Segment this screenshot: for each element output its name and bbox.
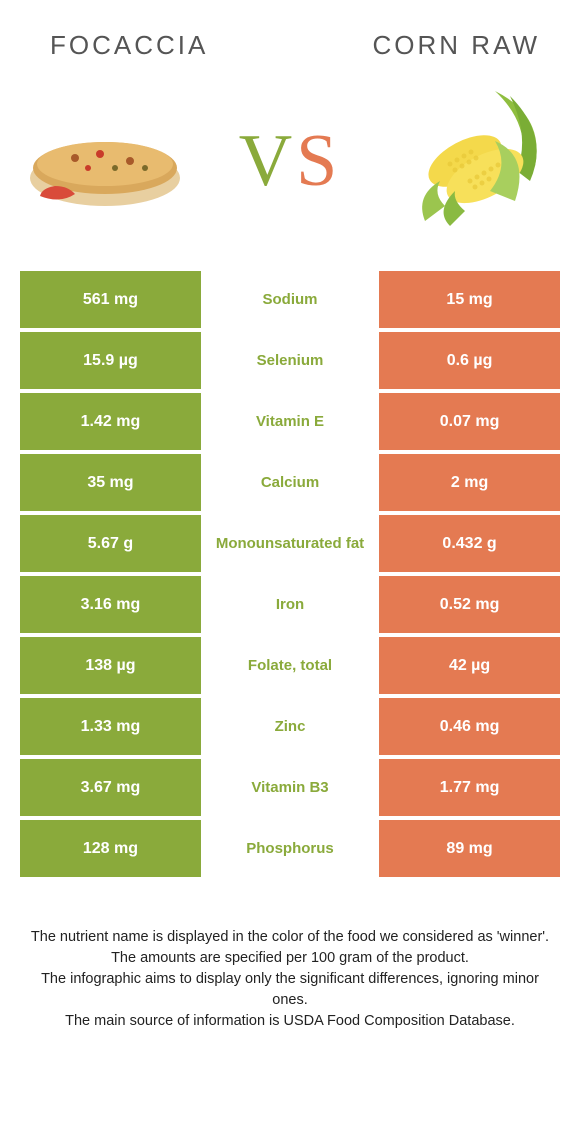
nutrient-label: Vitamin B3 (201, 759, 379, 816)
value-left: 3.67 mg (20, 759, 201, 816)
value-left: 128 mg (20, 820, 201, 877)
table-row: 1.42 mgVitamin E0.07 mg (20, 393, 560, 450)
value-right: 1.77 mg (379, 759, 560, 816)
nutrient-label: Selenium (201, 332, 379, 389)
nutrient-table: 561 mgSodium15 mg15.9 µgSelenium0.6 µg1.… (20, 271, 560, 877)
table-row: 35 mgCalcium2 mg (20, 454, 560, 511)
food-image-left (20, 91, 190, 231)
value-left: 1.42 mg (20, 393, 201, 450)
food-image-right (390, 91, 560, 231)
nutrient-label: Iron (201, 576, 379, 633)
value-left: 138 µg (20, 637, 201, 694)
vs-v: V (239, 120, 296, 202)
value-left: 35 mg (20, 454, 201, 511)
title-right: Corn raw (373, 30, 540, 61)
table-row: 561 mgSodium15 mg (20, 271, 560, 328)
footer-line: The main source of information is USDA F… (30, 1011, 550, 1032)
nutrient-label: Phosphorus (201, 820, 379, 877)
nutrient-label: Zinc (201, 698, 379, 755)
table-row: 3.67 mgVitamin B31.77 mg (20, 759, 560, 816)
value-right: 2 mg (379, 454, 560, 511)
value-right: 0.07 mg (379, 393, 560, 450)
hero-row: VS (20, 81, 560, 241)
footer-line: The infographic aims to display only the… (30, 969, 550, 1011)
value-left: 3.16 mg (20, 576, 201, 633)
nutrient-label: Monounsaturated fat (201, 515, 379, 572)
nutrient-label: Sodium (201, 271, 379, 328)
value-right: 0.46 mg (379, 698, 560, 755)
title-left: Focaccia (50, 30, 208, 61)
table-row: 1.33 mgZinc0.46 mg (20, 698, 560, 755)
value-right: 0.52 mg (379, 576, 560, 633)
table-row: 128 mgPhosphorus89 mg (20, 820, 560, 877)
value-right: 15 mg (379, 271, 560, 328)
value-left: 1.33 mg (20, 698, 201, 755)
value-right: 0.6 µg (379, 332, 560, 389)
value-left: 5.67 g (20, 515, 201, 572)
footer-line: The nutrient name is displayed in the co… (30, 927, 550, 948)
table-row: 138 µgFolate, total42 µg (20, 637, 560, 694)
table-row: 3.16 mgIron0.52 mg (20, 576, 560, 633)
nutrient-label: Folate, total (201, 637, 379, 694)
header: Focaccia Corn raw (20, 30, 560, 61)
footer-notes: The nutrient name is displayed in the co… (20, 927, 560, 1032)
value-left: 15.9 µg (20, 332, 201, 389)
table-row: 5.67 gMonounsaturated fat0.432 g (20, 515, 560, 572)
vs-s: S (296, 120, 341, 202)
footer-line: The amounts are specified per 100 gram o… (30, 948, 550, 969)
value-right: 89 mg (379, 820, 560, 877)
value-right: 42 µg (379, 637, 560, 694)
table-row: 15.9 µgSelenium0.6 µg (20, 332, 560, 389)
nutrient-label: Calcium (201, 454, 379, 511)
value-right: 0.432 g (379, 515, 560, 572)
nutrient-label: Vitamin E (201, 393, 379, 450)
vs-label: VS (239, 119, 342, 204)
value-left: 561 mg (20, 271, 201, 328)
